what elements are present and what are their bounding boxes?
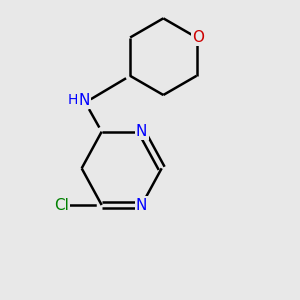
Text: Cl: Cl	[54, 197, 69, 212]
Text: N: N	[79, 92, 90, 107]
Text: H: H	[67, 93, 77, 107]
Text: N: N	[136, 197, 147, 212]
Text: N: N	[136, 124, 147, 139]
Text: O: O	[192, 30, 204, 45]
